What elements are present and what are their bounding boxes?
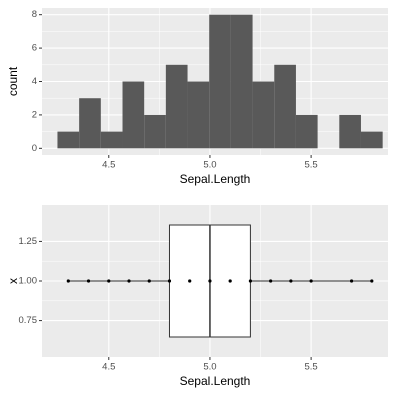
bar — [360, 131, 383, 149]
y-tick-label: 2 — [32, 109, 37, 120]
y-tick-label: 1.25 — [19, 236, 38, 247]
point — [107, 279, 111, 283]
bar — [165, 64, 188, 149]
x-tick-label: 5.0 — [203, 160, 216, 171]
point — [127, 279, 131, 283]
x-tick-label: 5.0 — [203, 362, 216, 373]
point — [269, 279, 273, 283]
y-axis-title: x — [6, 278, 20, 284]
point — [248, 279, 253, 283]
point — [228, 279, 232, 283]
point — [208, 279, 212, 283]
y-axis-title: count — [6, 66, 20, 96]
bar — [100, 131, 123, 149]
y-tick-label: 0.75 — [19, 315, 38, 326]
bar — [230, 14, 253, 149]
y-tick-label: 4 — [32, 76, 37, 87]
x-axis-title: Sepal.Length — [180, 374, 251, 388]
bar — [79, 98, 101, 149]
bar — [252, 81, 275, 149]
point — [66, 279, 70, 283]
point — [167, 279, 172, 283]
point — [309, 279, 313, 283]
bar — [57, 131, 80, 149]
x-axis-title: Sepal.Length — [180, 172, 251, 186]
bar — [122, 81, 145, 149]
y-tick-label: 6 — [32, 43, 37, 54]
x-tick-label: 4.5 — [102, 362, 115, 373]
bar — [144, 114, 166, 149]
y-tick-label: 8 — [32, 9, 37, 20]
y-tick-label: 0 — [32, 143, 37, 154]
bar — [339, 114, 361, 149]
x-tick-label: 4.5 — [102, 160, 115, 171]
point — [188, 279, 192, 283]
point — [86, 279, 91, 283]
x-tick-label: 5.5 — [305, 160, 318, 171]
point — [349, 279, 354, 283]
point — [147, 279, 151, 283]
bar — [187, 81, 210, 149]
x-tick-label: 5.5 — [305, 362, 318, 373]
y-tick-label: 1.00 — [19, 276, 38, 287]
bar — [209, 14, 231, 149]
bar — [295, 114, 318, 149]
point — [289, 279, 293, 283]
bar — [274, 64, 296, 149]
point — [370, 279, 374, 283]
